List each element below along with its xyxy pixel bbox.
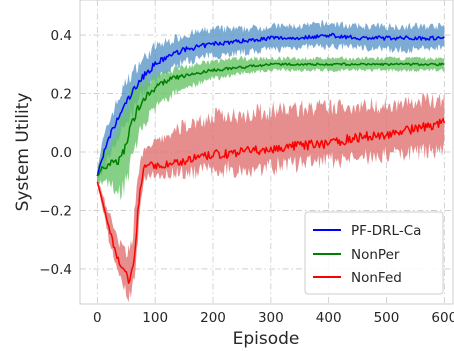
legend-label-nonper: NonPer xyxy=(351,247,400,263)
y-tick-label-0: −0.4 xyxy=(39,262,72,278)
legend-box xyxy=(304,211,444,295)
y-tick-label-3: 0.2 xyxy=(51,87,72,103)
plot-frame xyxy=(79,0,454,305)
x-tick-label-1: 100 xyxy=(142,310,168,326)
band-pf-drl-ca xyxy=(97,20,445,182)
x-tick-label-6: 600 xyxy=(431,310,454,326)
legend-label-pf-drl-ca: PF-DRL-Ca xyxy=(351,223,421,239)
y-tick-label-2: 0.0 xyxy=(51,145,72,161)
line-nonper xyxy=(97,62,445,176)
y-tick-label-1: −0.2 xyxy=(39,203,72,219)
x-tick-label-3: 300 xyxy=(258,310,284,326)
x-tick-label-4: 400 xyxy=(316,310,342,326)
line-nonfed xyxy=(96,117,446,285)
line-pf-drl-ca xyxy=(96,32,445,177)
x-tick-label-5: 500 xyxy=(374,310,400,326)
x-tick-label-0: 0 xyxy=(93,310,102,326)
tick-labels: 0 100 200 300 400 500 600 −0.4 −0.2 0.0 0.2 0.4 xyxy=(39,28,454,326)
legend-label-nonfed: NonFed xyxy=(351,270,402,286)
y-tick-label-4: 0.4 xyxy=(51,28,72,44)
band-nonfed xyxy=(97,91,445,303)
legend: PF-DRL-Ca NonPer NonFed xyxy=(304,211,444,295)
x-axis-label: Episode xyxy=(233,329,300,349)
band-nonper xyxy=(97,56,445,201)
series-lines xyxy=(96,32,446,285)
y-axis-label: System Utility xyxy=(13,93,33,212)
confidence-bands xyxy=(97,20,445,303)
x-tick-label-2: 200 xyxy=(200,310,226,326)
